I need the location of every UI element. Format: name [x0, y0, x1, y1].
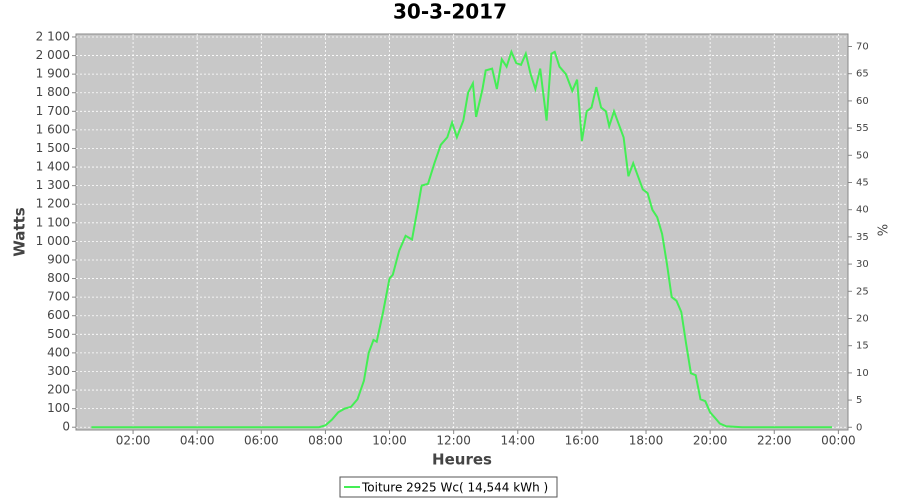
y2-tick-label: 30 — [856, 259, 869, 270]
y-tick-label: 800 — [47, 271, 70, 285]
x-tick-label: 20:00 — [693, 434, 728, 448]
y2-tick-label: 45 — [856, 178, 869, 189]
y-tick-label: 1 100 — [36, 215, 70, 229]
y2-tick-label: 55 — [856, 123, 869, 134]
chart-title: 30-3-2017 — [393, 0, 507, 24]
y-axis-label: Watts — [11, 207, 29, 256]
y2-tick-label: 25 — [856, 286, 869, 297]
y-tick-label: 0 — [62, 420, 70, 434]
y-tick-label: 900 — [47, 252, 70, 266]
legend-label: Toiture 2925 Wc( 14,544 kWh ) — [361, 481, 548, 495]
plot-area — [75, 33, 849, 431]
y-tick-label: 1 000 — [36, 234, 70, 248]
y-tick-label: 100 — [47, 401, 70, 415]
y2-tick-label: 70 — [856, 42, 869, 53]
y-tick-label: 1 500 — [36, 141, 70, 155]
y-tick-label: 1 700 — [36, 104, 70, 118]
y-tick-label: 1 800 — [36, 85, 70, 99]
y2-tick-label: 65 — [856, 69, 869, 80]
y-tick-label: 500 — [47, 327, 70, 341]
y2-tick-label: 10 — [856, 368, 869, 379]
x-tick-label: 12:00 — [436, 434, 471, 448]
y-tick-label: 300 — [47, 364, 70, 378]
y-tick-label: 400 — [47, 345, 70, 359]
y-tick-label: 700 — [47, 290, 70, 304]
x-tick-label: 10:00 — [372, 434, 407, 448]
series-line — [91, 48, 832, 429]
legend — [339, 476, 558, 498]
x-tick-label: 00:00 — [821, 434, 856, 448]
x-tick-label: 02:00 — [116, 434, 151, 448]
x-tick-label: 14:00 — [500, 434, 535, 448]
y-tick-label: 600 — [47, 308, 70, 322]
y2-tick-label: 0 — [856, 422, 862, 433]
y-tick-label: 1 400 — [36, 160, 70, 174]
y-tick-label: 2 100 — [36, 29, 70, 43]
x-tick-label: 08:00 — [308, 434, 343, 448]
x-tick-label: 16:00 — [565, 434, 600, 448]
y2-tick-label: 20 — [856, 313, 869, 324]
y2-tick-label: 50 — [856, 150, 869, 161]
y-tick-label: 200 — [47, 383, 70, 397]
y-tick-label: 2 000 — [36, 48, 70, 62]
y2-tick-label: 60 — [856, 96, 869, 107]
y2-tick-label: 15 — [856, 341, 869, 352]
y-tick-label: 1 200 — [36, 197, 70, 211]
x-tick-label: 04:00 — [180, 434, 215, 448]
y2-tick-label: 35 — [856, 232, 869, 243]
x-tick-label: 22:00 — [757, 434, 792, 448]
y-tick-label: 1 900 — [36, 67, 70, 81]
x-axis-label: Heures — [432, 451, 492, 469]
x-tick-label: 06:00 — [244, 434, 279, 448]
y2-tick-label: 5 — [856, 395, 862, 406]
x-tick-label: 18:00 — [629, 434, 664, 448]
y-tick-label: 1 600 — [36, 122, 70, 136]
y-tick-label: 1 300 — [36, 178, 70, 192]
y2-axis-label: % — [877, 224, 892, 236]
y2-tick-label: 40 — [856, 205, 869, 216]
